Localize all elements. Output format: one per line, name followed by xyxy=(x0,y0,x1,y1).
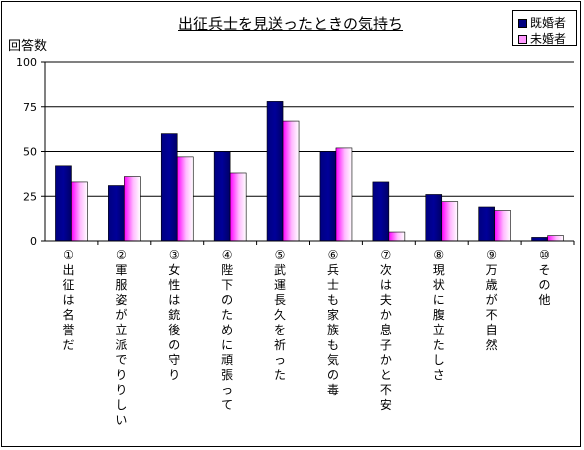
chart-title: 出征兵士を見送ったときの気持ち xyxy=(178,15,404,33)
bar-unmarried xyxy=(388,231,406,242)
y-tick-label: 75 xyxy=(23,101,37,114)
bar-unmarried xyxy=(282,120,300,242)
bar-married xyxy=(266,101,284,242)
x-category-label: ⑥ 兵士も家族も気の毒 xyxy=(327,248,339,397)
x-category-label: ② 軍服姿が立派でりりしい xyxy=(115,248,127,427)
legend: 既婚者 未婚者 xyxy=(512,10,577,46)
x-category-label: ⑩ その他 xyxy=(539,248,551,307)
legend-label-married: 既婚者 xyxy=(530,16,567,30)
legend-item-married: 既婚者 xyxy=(518,14,566,31)
bar-unmarried xyxy=(124,176,141,242)
bar-married xyxy=(55,165,72,242)
bar-married xyxy=(160,133,178,242)
y-tick-label: 25 xyxy=(23,190,37,203)
bar-unmarried xyxy=(441,201,459,242)
x-category-label: ④ 陛下のために頑張って xyxy=(221,248,233,412)
bar-unmarried xyxy=(176,156,194,242)
y-tick-label: 50 xyxy=(23,146,37,159)
legend-label-unmarried: 未婚者 xyxy=(530,32,567,46)
bar-married xyxy=(372,181,390,242)
bar-married xyxy=(478,206,495,242)
x-category-label: ③ 女性は銃後の守り xyxy=(168,248,180,382)
legend-swatch-unmarried xyxy=(518,35,527,44)
x-category-label: ⑤ 武運長久を祈った xyxy=(274,248,286,382)
bar-unmarried xyxy=(71,181,88,242)
bar-married xyxy=(319,151,337,242)
x-category-label: ⑧ 現状に腹立たしさ xyxy=(433,248,445,382)
bar-married xyxy=(425,194,443,242)
bar-married xyxy=(213,151,231,242)
x-category-label: ① 出征は名誉だ xyxy=(62,248,74,352)
bar-married xyxy=(108,185,125,242)
x-category-label: ⑦ 次は夫か息子かと不安 xyxy=(380,248,392,412)
legend-swatch-married xyxy=(518,19,527,28)
y-tick-label: 0 xyxy=(30,235,37,248)
bar-unmarried xyxy=(335,147,353,242)
bar-unmarried xyxy=(229,172,247,242)
y-tick-label: 100 xyxy=(16,56,37,69)
legend-item-unmarried: 未婚者 xyxy=(518,30,566,47)
y-axis-label: 回答数 xyxy=(8,39,48,54)
bar-unmarried xyxy=(494,210,511,242)
bar-unmarried xyxy=(547,235,564,242)
x-category-label: ⑨ 万歳が不自然 xyxy=(486,248,498,352)
bar-married xyxy=(531,237,548,242)
